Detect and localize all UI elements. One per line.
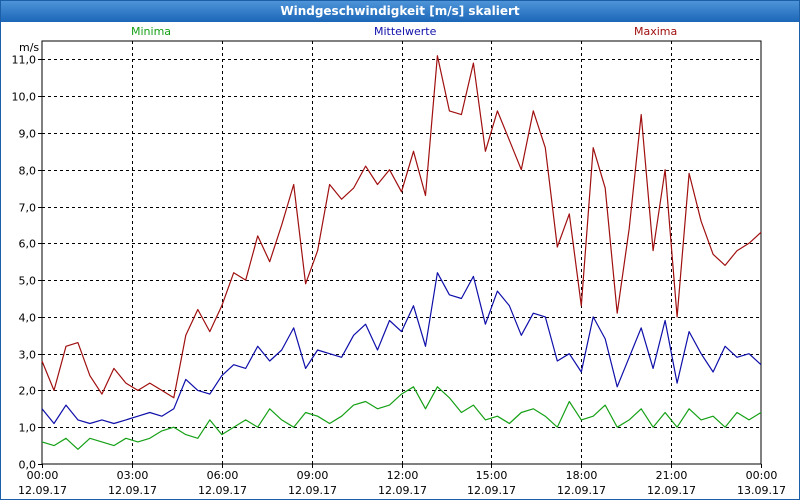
x-tick-label-date: 12.09.17 [18, 484, 67, 497]
x-tick-label-date: 12.09.17 [198, 484, 247, 497]
x-tick-label-date: 13.09.17 [737, 484, 786, 497]
x-tick-label-date: 12.09.17 [108, 484, 157, 497]
plot-area [41, 40, 762, 465]
y-tick-label: 11,0 [12, 54, 37, 67]
legend-minima: Minima [131, 25, 172, 38]
y-tick-label: 6,0 [19, 238, 37, 251]
y-axis-unit: m/s [19, 41, 40, 54]
y-tick-label: 2,0 [19, 385, 37, 398]
x-tick-label-date: 12.09.17 [378, 484, 427, 497]
y-tick-label: 9,0 [19, 128, 37, 141]
series-line-maxima [41, 55, 762, 399]
x-tick-label-time: 03:00 [117, 469, 149, 482]
x-tick-label-time: 15:00 [476, 469, 508, 482]
x-tick-label-time: 06:00 [207, 469, 239, 482]
x-tick-label-time: 12:00 [387, 469, 419, 482]
y-tick-label: 1,0 [19, 422, 37, 435]
y-tick-label: 8,0 [19, 165, 37, 178]
x-tick-label-date: 12.09.17 [647, 484, 696, 497]
x-tick-label-time: 00:00 [746, 469, 778, 482]
x-tick-label-date: 12.09.17 [467, 484, 516, 497]
legend-mittelwerte: Mittelwerte [374, 25, 437, 38]
y-tick-label: 5,0 [19, 275, 37, 288]
y-tick-label: 4,0 [19, 312, 37, 325]
y-tick-label: 10,0 [12, 91, 37, 104]
x-tick-label-time: 00:00 [27, 469, 59, 482]
y-tick-label: 7,0 [19, 202, 37, 215]
series-line-mittelwerte [41, 272, 762, 425]
window-title: Windgeschwindigkeit [m/s] skaliert [1, 1, 799, 22]
legend-maxima: Maxima [634, 25, 678, 38]
x-tick-label-time: 18:00 [566, 469, 598, 482]
x-tick-label-date: 12.09.17 [288, 484, 337, 497]
x-tick-label-date: 12.09.17 [557, 484, 606, 497]
x-tick-label-time: 21:00 [656, 469, 688, 482]
x-tick-label-time: 09:00 [297, 469, 329, 482]
y-tick-label: 0,0 [19, 459, 37, 472]
y-tick-label: 3,0 [19, 349, 37, 362]
series-line-minima [41, 386, 762, 450]
